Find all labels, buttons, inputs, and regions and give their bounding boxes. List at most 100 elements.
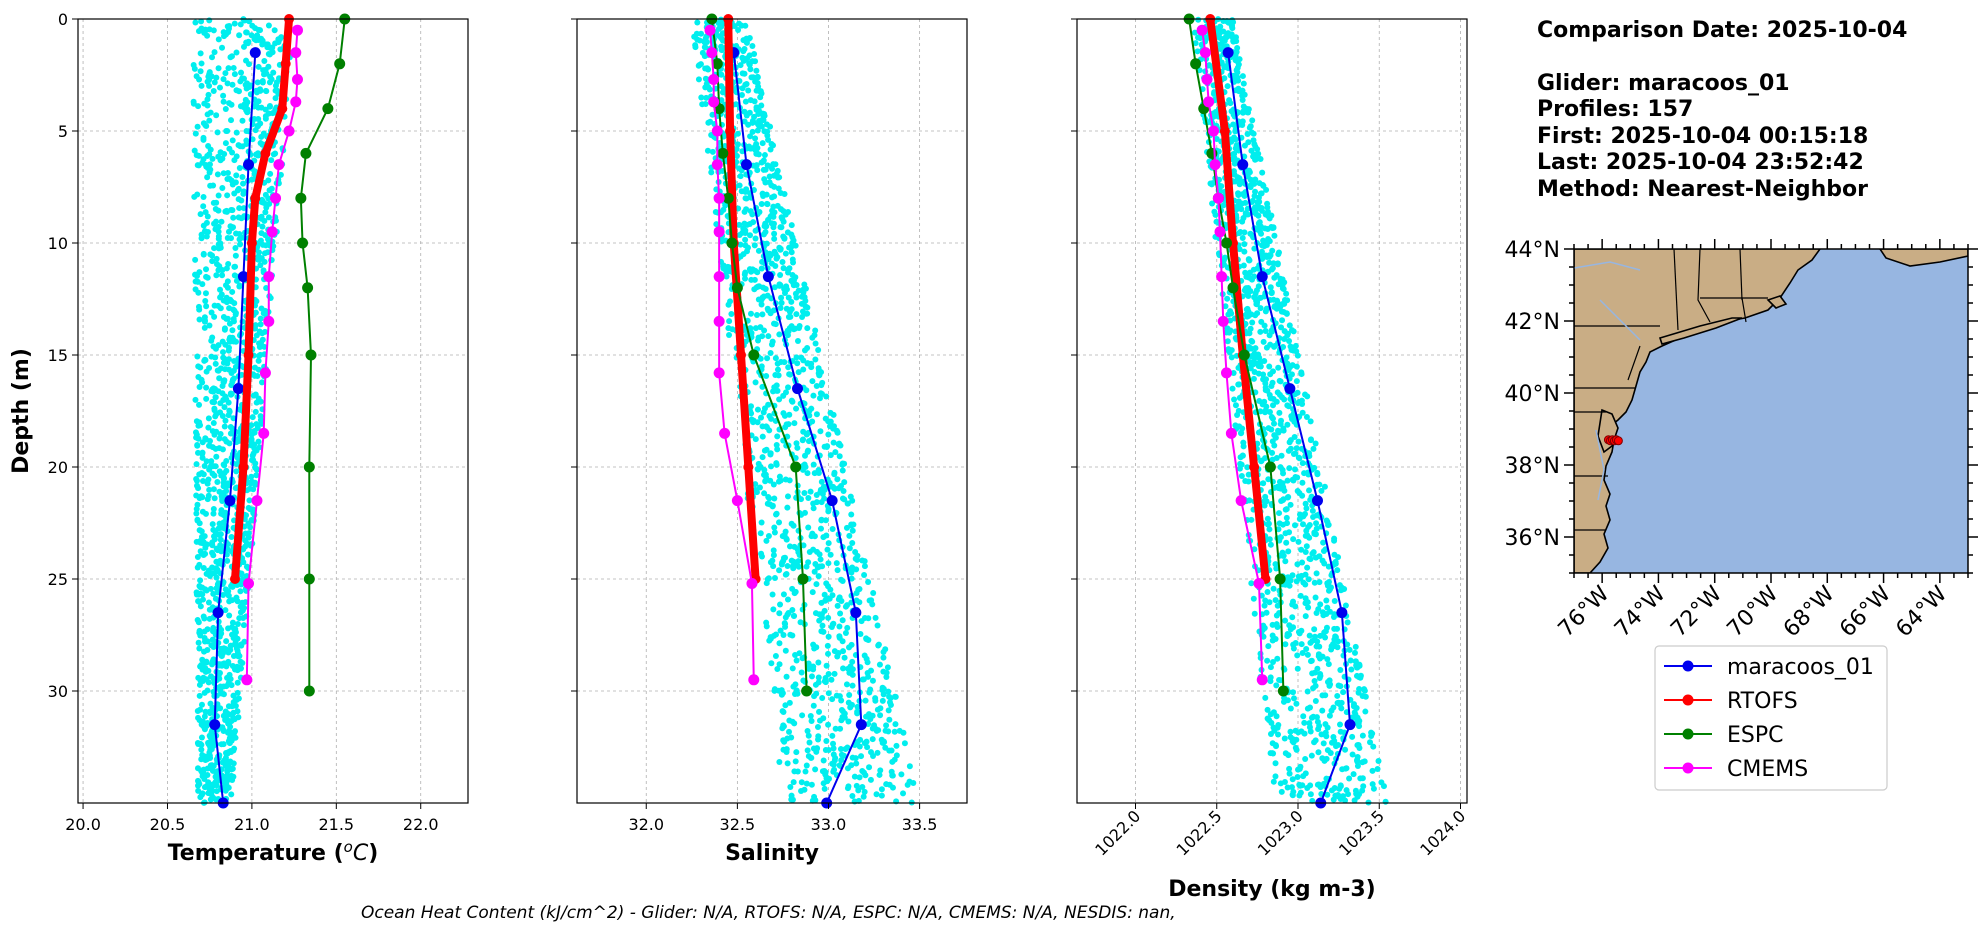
glider-raw-point — [737, 173, 744, 180]
glider-raw-point — [201, 314, 208, 321]
nova-scotia — [1879, 249, 1968, 267]
glider-raw-point — [847, 566, 854, 573]
series-point-cmems — [711, 125, 723, 137]
glider-raw-point — [236, 165, 243, 172]
series-point-espc — [1221, 237, 1232, 249]
glider-raw-point — [1194, 48, 1201, 55]
glider-raw-point — [709, 148, 716, 155]
glider-raw-point — [1225, 346, 1232, 353]
glider-raw-point — [1280, 698, 1287, 705]
glider-raw-point — [1309, 507, 1316, 514]
glider-raw-point — [865, 578, 872, 585]
glider-raw-point — [196, 316, 203, 323]
glider-raw-point — [761, 471, 768, 478]
glider-raw-point — [810, 702, 817, 709]
glider-raw-point — [810, 392, 817, 399]
density-frame — [1076, 18, 1468, 804]
glider-raw-point — [226, 100, 233, 107]
y-tick-label: 0 — [58, 10, 68, 29]
glider-raw-point — [1302, 532, 1309, 539]
glider-raw-point — [734, 141, 741, 148]
glider-raw-point — [197, 577, 204, 584]
y-tick-label: 20 — [48, 458, 68, 477]
legend-label: maracoos_01 — [1727, 655, 1874, 680]
glider-location-map: 44°N42°N40°N38°N36°N76°W74°W72°W70°W68°W… — [1505, 238, 1978, 642]
glider-raw-point — [1272, 760, 1279, 767]
glider-raw-point — [1351, 649, 1358, 656]
glider-raw-point — [893, 742, 900, 749]
glider-raw-point — [1222, 303, 1229, 310]
glider-raw-point — [768, 415, 775, 422]
glider-raw-point — [226, 175, 233, 182]
glider-raw-point — [1244, 464, 1251, 471]
glider-raw-point — [1275, 251, 1282, 258]
glider-raw-point — [231, 745, 238, 752]
glider-raw-point — [1239, 96, 1246, 103]
glider-raw-point — [232, 702, 239, 709]
glider-raw-point — [786, 699, 793, 706]
glider-raw-point — [744, 221, 751, 228]
glider-raw-point — [699, 49, 706, 56]
glider-raw-point — [1354, 664, 1361, 671]
glider-raw-point — [229, 181, 236, 188]
glider-raw-point — [796, 323, 803, 330]
glider-raw-point — [234, 635, 241, 642]
glider-raw-point — [1213, 135, 1220, 142]
glider-raw-point — [867, 716, 874, 723]
glider-raw-point — [828, 623, 835, 630]
glider-raw-point — [262, 191, 269, 198]
series-point-espc — [1274, 573, 1286, 585]
glider-raw-point — [1264, 200, 1271, 207]
glider-raw-point — [769, 557, 776, 564]
glider-raw-point — [869, 601, 876, 608]
glider-raw-point — [229, 765, 236, 772]
glider-raw-point — [247, 480, 254, 487]
glider-raw-point — [1314, 665, 1321, 672]
glider-raw-point — [198, 734, 205, 741]
glider-raw-point — [1267, 711, 1274, 718]
glider-raw-point — [770, 547, 777, 554]
glider-raw-point — [220, 650, 227, 657]
glider-raw-point — [1286, 631, 1293, 638]
y-tick-label: 30 — [48, 682, 68, 701]
series-point-cmems — [290, 96, 302, 108]
glider-raw-point — [263, 88, 270, 95]
glider-raw-point — [770, 563, 777, 570]
glider-raw-point — [230, 415, 237, 422]
glider-raw-point — [1249, 319, 1256, 326]
glider-raw-point — [232, 245, 239, 252]
glider-raw-point — [1312, 682, 1319, 689]
glider-raw-point — [875, 642, 882, 649]
glider-raw-point — [1264, 521, 1271, 528]
glider-raw-point — [215, 302, 222, 309]
glider-raw-point — [863, 738, 870, 745]
glider-raw-point — [215, 235, 222, 242]
legend-marker — [1682, 728, 1694, 740]
glider-raw-point — [1314, 638, 1321, 645]
glider-raw-point — [834, 429, 841, 436]
glider-raw-point — [849, 682, 856, 689]
glider-raw-point — [1236, 246, 1243, 253]
glider-raw-point — [222, 106, 229, 113]
glider-raw-point — [854, 703, 861, 710]
glider-name: Glider: maracoos_01 — [1537, 71, 1790, 96]
glider-raw-point — [771, 529, 778, 536]
glider-raw-point — [268, 157, 275, 164]
glider-raw-point — [213, 74, 220, 81]
glider-raw-point — [872, 614, 879, 621]
glider-raw-point — [210, 526, 217, 533]
glider-raw-point — [769, 338, 776, 345]
glider-raw-point — [249, 414, 256, 421]
ocean-heat-content-footer: Ocean Heat Content (kJ/cm^2) - Glider: N… — [361, 903, 1176, 923]
glider-raw-point — [1290, 695, 1297, 702]
glider-raw-point — [1271, 420, 1278, 427]
glider-raw-point — [202, 544, 209, 551]
glider-raw-point — [743, 186, 750, 193]
glider-raw-point — [234, 689, 241, 696]
glider-raw-point — [1329, 643, 1336, 650]
x-tick-label: 20.5 — [150, 815, 186, 834]
glider-raw-point — [240, 188, 247, 195]
glider-raw-point — [834, 567, 841, 574]
glider-raw-point — [799, 712, 806, 719]
